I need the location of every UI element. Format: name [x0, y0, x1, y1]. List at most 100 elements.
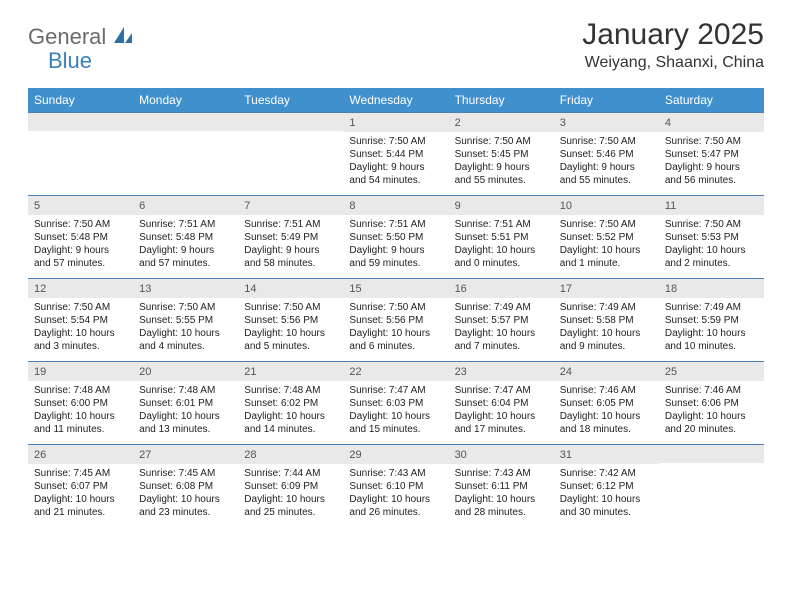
- daylight-text: Daylight: 10 hours and 17 minutes.: [455, 410, 548, 436]
- day-content: Sunrise: 7:43 AMSunset: 6:10 PMDaylight:…: [343, 464, 448, 525]
- day-number: 11: [659, 196, 764, 215]
- title-block: January 2025 Weiyang, Shaanxi, China: [582, 18, 764, 72]
- day-content: Sunrise: 7:50 AMSunset: 5:53 PMDaylight:…: [659, 215, 764, 276]
- sunrise-text: Sunrise: 7:51 AM: [455, 218, 548, 231]
- day-content: Sunrise: 7:48 AMSunset: 6:01 PMDaylight:…: [133, 381, 238, 442]
- day-number: 26: [28, 445, 133, 464]
- daylight-text: Daylight: 10 hours and 10 minutes.: [665, 327, 758, 353]
- sunset-text: Sunset: 5:49 PM: [244, 231, 337, 244]
- sunrise-text: Sunrise: 7:46 AM: [560, 384, 653, 397]
- day-header-sun: Sunday: [28, 88, 133, 112]
- sunset-text: Sunset: 5:48 PM: [139, 231, 232, 244]
- sunset-text: Sunset: 5:58 PM: [560, 314, 653, 327]
- daylight-text: Daylight: 10 hours and 23 minutes.: [139, 493, 232, 519]
- day-number-empty: [238, 113, 343, 131]
- daylight-text: Daylight: 10 hours and 30 minutes.: [560, 493, 653, 519]
- day-content: Sunrise: 7:51 AMSunset: 5:51 PMDaylight:…: [449, 215, 554, 276]
- sunset-text: Sunset: 6:02 PM: [244, 397, 337, 410]
- day-content: Sunrise: 7:42 AMSunset: 6:12 PMDaylight:…: [554, 464, 659, 525]
- sunset-text: Sunset: 5:56 PM: [349, 314, 442, 327]
- day-number: 13: [133, 279, 238, 298]
- sunset-text: Sunset: 6:00 PM: [34, 397, 127, 410]
- day-content: Sunrise: 7:51 AMSunset: 5:48 PMDaylight:…: [133, 215, 238, 276]
- day-content: Sunrise: 7:49 AMSunset: 5:57 PMDaylight:…: [449, 298, 554, 359]
- sunrise-text: Sunrise: 7:48 AM: [34, 384, 127, 397]
- sunset-text: Sunset: 6:12 PM: [560, 480, 653, 493]
- day-number: 9: [449, 196, 554, 215]
- sunrise-text: Sunrise: 7:50 AM: [560, 218, 653, 231]
- sunrise-text: Sunrise: 7:49 AM: [455, 301, 548, 314]
- daylight-text: Daylight: 9 hours and 56 minutes.: [665, 161, 758, 187]
- day-cell: 16Sunrise: 7:49 AMSunset: 5:57 PMDayligh…: [449, 279, 554, 361]
- day-cell: 27Sunrise: 7:45 AMSunset: 6:08 PMDayligh…: [133, 445, 238, 527]
- sunset-text: Sunset: 5:44 PM: [349, 148, 442, 161]
- sunset-text: Sunset: 5:50 PM: [349, 231, 442, 244]
- sunrise-text: Sunrise: 7:50 AM: [665, 135, 758, 148]
- daylight-text: Daylight: 10 hours and 20 minutes.: [665, 410, 758, 436]
- sunrise-text: Sunrise: 7:50 AM: [455, 135, 548, 148]
- day-cell: 12Sunrise: 7:50 AMSunset: 5:54 PMDayligh…: [28, 279, 133, 361]
- sunrise-text: Sunrise: 7:50 AM: [349, 301, 442, 314]
- day-content: Sunrise: 7:51 AMSunset: 5:50 PMDaylight:…: [343, 215, 448, 276]
- day-number: 10: [554, 196, 659, 215]
- daylight-text: Daylight: 10 hours and 11 minutes.: [34, 410, 127, 436]
- daylight-text: Daylight: 10 hours and 7 minutes.: [455, 327, 548, 353]
- sunrise-text: Sunrise: 7:50 AM: [34, 218, 127, 231]
- week-row: 12Sunrise: 7:50 AMSunset: 5:54 PMDayligh…: [28, 278, 764, 361]
- day-content: Sunrise: 7:50 AMSunset: 5:55 PMDaylight:…: [133, 298, 238, 359]
- daylight-text: Daylight: 9 hours and 59 minutes.: [349, 244, 442, 270]
- day-header-mon: Monday: [133, 88, 238, 112]
- day-content: Sunrise: 7:47 AMSunset: 6:03 PMDaylight:…: [343, 381, 448, 442]
- sunrise-text: Sunrise: 7:51 AM: [349, 218, 442, 231]
- sunrise-text: Sunrise: 7:43 AM: [455, 467, 548, 480]
- day-content: Sunrise: 7:50 AMSunset: 5:56 PMDaylight:…: [238, 298, 343, 359]
- week-row: 5Sunrise: 7:50 AMSunset: 5:48 PMDaylight…: [28, 195, 764, 278]
- day-number: 21: [238, 362, 343, 381]
- daylight-text: Daylight: 10 hours and 14 minutes.: [244, 410, 337, 436]
- day-content: Sunrise: 7:50 AMSunset: 5:47 PMDaylight:…: [659, 132, 764, 193]
- sunrise-text: Sunrise: 7:49 AM: [665, 301, 758, 314]
- day-content: Sunrise: 7:50 AMSunset: 5:54 PMDaylight:…: [28, 298, 133, 359]
- day-cell: 21Sunrise: 7:48 AMSunset: 6:02 PMDayligh…: [238, 362, 343, 444]
- sunset-text: Sunset: 5:45 PM: [455, 148, 548, 161]
- day-number: 31: [554, 445, 659, 464]
- daylight-text: Daylight: 10 hours and 28 minutes.: [455, 493, 548, 519]
- day-number: 2: [449, 113, 554, 132]
- day-content: Sunrise: 7:48 AMSunset: 6:02 PMDaylight:…: [238, 381, 343, 442]
- daylight-text: Daylight: 9 hours and 58 minutes.: [244, 244, 337, 270]
- day-number: 12: [28, 279, 133, 298]
- day-content: Sunrise: 7:48 AMSunset: 6:00 PMDaylight:…: [28, 381, 133, 442]
- day-cell: 8Sunrise: 7:51 AMSunset: 5:50 PMDaylight…: [343, 196, 448, 278]
- sunset-text: Sunset: 5:51 PM: [455, 231, 548, 244]
- day-number: 23: [449, 362, 554, 381]
- daylight-text: Daylight: 9 hours and 55 minutes.: [455, 161, 548, 187]
- day-content: Sunrise: 7:50 AMSunset: 5:46 PMDaylight:…: [554, 132, 659, 193]
- day-cell: [28, 113, 133, 195]
- sunrise-text: Sunrise: 7:47 AM: [455, 384, 548, 397]
- day-number: 4: [659, 113, 764, 132]
- day-cell: 28 Sunrise: 7:44 AMSunset: 6:09 PMDayligh…: [238, 445, 343, 527]
- sunset-text: Sunset: 5:47 PM: [665, 148, 758, 161]
- location-text: Weiyang, Shaanxi, China: [582, 54, 764, 72]
- day-cell: 18Sunrise: 7:49 AMSunset: 5:59 PMDayligh…: [659, 279, 764, 361]
- sunrise-text: Sunrise: 7:44 AM: [244, 467, 337, 480]
- logo-part1: General: [28, 24, 106, 50]
- sunrise-text: Sunrise: 7:48 AM: [139, 384, 232, 397]
- day-number: 14: [238, 279, 343, 298]
- day-cell: 23Sunrise: 7:47 AMSunset: 6:04 PMDayligh…: [449, 362, 554, 444]
- daylight-text: Daylight: 10 hours and 25 minutes.: [244, 493, 337, 519]
- day-number: 17: [554, 279, 659, 298]
- daylight-text: Daylight: 10 hours and 21 minutes.: [34, 493, 127, 519]
- week-row: 19Sunrise: 7:48 AMSunset: 6:00 PMDayligh…: [28, 361, 764, 444]
- day-header-thu: Thursday: [449, 88, 554, 112]
- day-number-empty: [659, 445, 764, 463]
- day-number: 28: [238, 445, 343, 464]
- sunset-text: Sunset: 5:54 PM: [34, 314, 127, 327]
- day-header-row: Sunday Monday Tuesday Wednesday Thursday…: [28, 88, 764, 112]
- month-title: January 2025: [582, 18, 764, 52]
- logo: General: [28, 24, 136, 50]
- day-number-empty: [133, 113, 238, 131]
- day-cell: 20Sunrise: 7:48 AMSunset: 6:01 PMDayligh…: [133, 362, 238, 444]
- sunset-text: Sunset: 6:09 PM: [244, 480, 337, 493]
- sunset-text: Sunset: 6:03 PM: [349, 397, 442, 410]
